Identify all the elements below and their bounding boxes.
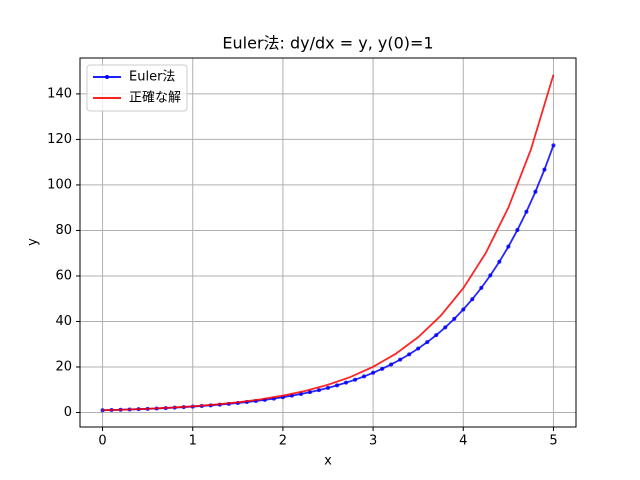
y-tick-label: 40 bbox=[55, 314, 72, 329]
data-point bbox=[479, 285, 484, 290]
data-point bbox=[443, 325, 448, 330]
data-point bbox=[425, 340, 430, 345]
y-tick-label: 140 bbox=[47, 86, 72, 101]
data-point bbox=[380, 366, 385, 371]
y-tick-label: 100 bbox=[47, 177, 72, 192]
data-point bbox=[488, 273, 493, 278]
data-point bbox=[344, 380, 349, 385]
data-point bbox=[371, 370, 376, 375]
data-point bbox=[452, 316, 457, 321]
data-point bbox=[416, 346, 421, 351]
y-tick-label: 60 bbox=[55, 268, 72, 283]
data-point bbox=[326, 385, 330, 390]
series-line bbox=[102, 74, 555, 412]
data-point bbox=[470, 297, 475, 302]
data-point bbox=[506, 244, 511, 249]
y-axis-label: y bbox=[26, 238, 41, 246]
x-tick-label: 3 bbox=[369, 434, 377, 449]
data-point bbox=[434, 333, 439, 338]
x-tick-label: 2 bbox=[279, 434, 287, 449]
y-tick-label: 20 bbox=[55, 359, 72, 374]
chart-title: Euler法: dy/dx = y, y(0)=1 bbox=[222, 34, 433, 53]
data-point bbox=[335, 383, 340, 388]
x-tick-label: 5 bbox=[549, 434, 557, 449]
data-point bbox=[362, 374, 367, 379]
legend-marker bbox=[105, 75, 109, 79]
x-tick-label: 0 bbox=[98, 434, 106, 449]
data-point bbox=[515, 228, 520, 233]
y-tick-label: 0 bbox=[64, 405, 72, 420]
data-point bbox=[389, 362, 394, 367]
data-point bbox=[398, 357, 403, 362]
data-point bbox=[316, 388, 321, 393]
data-point bbox=[307, 390, 312, 395]
data-point bbox=[524, 209, 529, 214]
y-tick-label: 80 bbox=[55, 223, 72, 238]
legend-label: 正確な解 bbox=[129, 90, 181, 106]
legend-label: Euler法 bbox=[129, 70, 175, 85]
x-axis-label: x bbox=[324, 454, 332, 469]
data-point bbox=[542, 167, 547, 172]
data-point bbox=[407, 352, 412, 357]
data-point bbox=[533, 189, 538, 194]
x-tick-label: 1 bbox=[189, 434, 197, 449]
y-tick-label: 120 bbox=[47, 132, 72, 147]
x-tick-label: 4 bbox=[459, 434, 467, 449]
data-point bbox=[551, 143, 556, 148]
plot-frame bbox=[79, 57, 577, 428]
data-point bbox=[497, 259, 502, 264]
data-point bbox=[461, 307, 466, 312]
data-point bbox=[353, 377, 358, 382]
